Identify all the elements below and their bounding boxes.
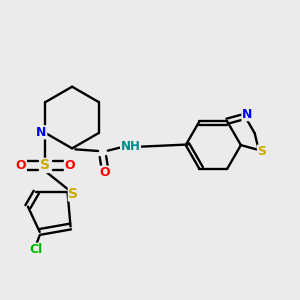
Text: S: S: [68, 187, 78, 201]
Text: Cl: Cl: [30, 243, 43, 256]
Text: O: O: [64, 159, 75, 172]
Text: S: S: [257, 145, 266, 158]
Text: N: N: [242, 108, 252, 121]
Text: NH: NH: [121, 140, 140, 153]
Text: N: N: [36, 126, 47, 139]
Text: S: S: [40, 158, 50, 172]
Text: O: O: [99, 166, 110, 179]
Text: O: O: [16, 159, 26, 172]
